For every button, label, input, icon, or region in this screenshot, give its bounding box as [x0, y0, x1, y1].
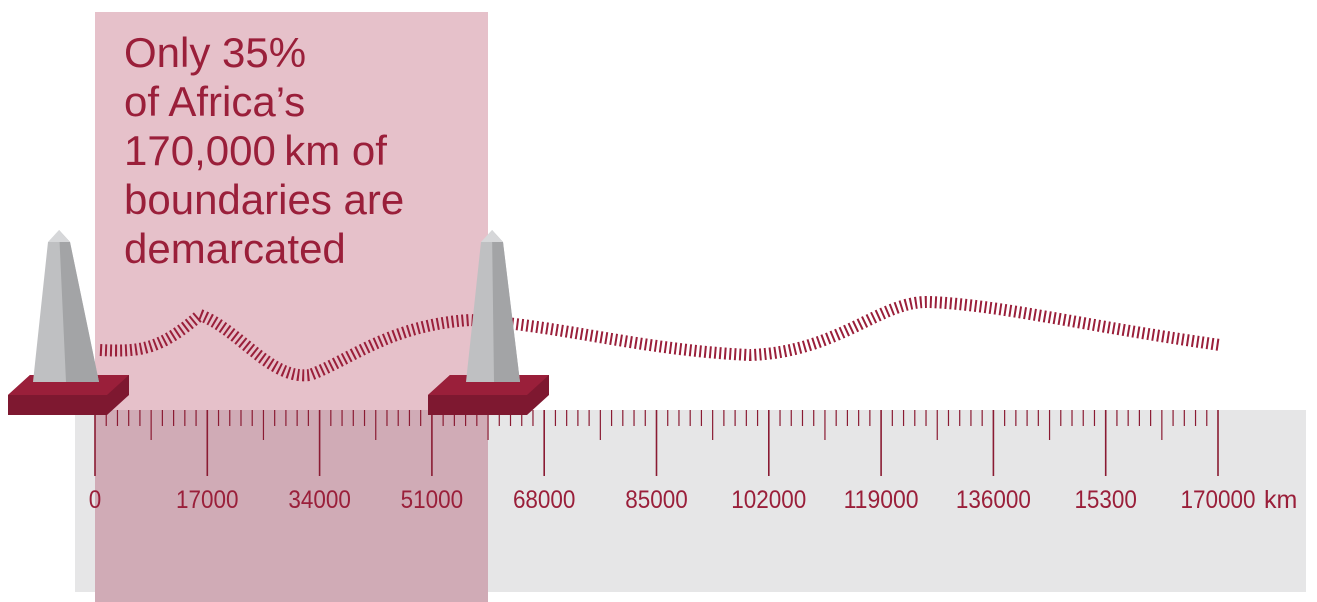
headline-line: 170,000 km of	[124, 127, 387, 174]
boundary-marker-icon	[428, 230, 549, 415]
ruler-tick-label: 170000	[1181, 486, 1256, 514]
headline-emphasis: demarcated	[124, 225, 346, 272]
ruler-tick-label: 136000	[956, 486, 1031, 514]
ruler-tick-labels: 0 17000 34000 51000 68000 85000 102000 119000 13…	[89, 486, 1256, 514]
ruler-tick-label: 15300	[1074, 486, 1137, 514]
ruler-tick-label: 119000	[844, 486, 919, 514]
ruler-tick-label: 102000	[731, 486, 806, 514]
boundary-marker-icon	[8, 230, 129, 415]
ruler-tick-label: 68000	[513, 486, 576, 514]
headline-highlight: Only 35%	[124, 29, 307, 76]
ruler-tick-label: 51000	[401, 486, 464, 514]
ruler-unit-label: km	[1264, 486, 1297, 514]
ruler-tick-label: 85000	[625, 486, 688, 514]
demarcated-highlight-overlap	[95, 410, 488, 602]
headline: Only 35% of Africa’s 170,000 km of bound…	[124, 28, 484, 273]
ruler-tick-label: 17000	[176, 486, 239, 514]
headline-line: boundaries are	[124, 176, 405, 223]
ruler-tick-label: 0	[89, 486, 102, 514]
headline-line: of Africa’s	[124, 78, 306, 125]
ruler-tick-label: 34000	[288, 486, 351, 514]
boundary-line-icon	[99, 295, 1221, 382]
ruler-ticks	[94, 410, 1219, 476]
